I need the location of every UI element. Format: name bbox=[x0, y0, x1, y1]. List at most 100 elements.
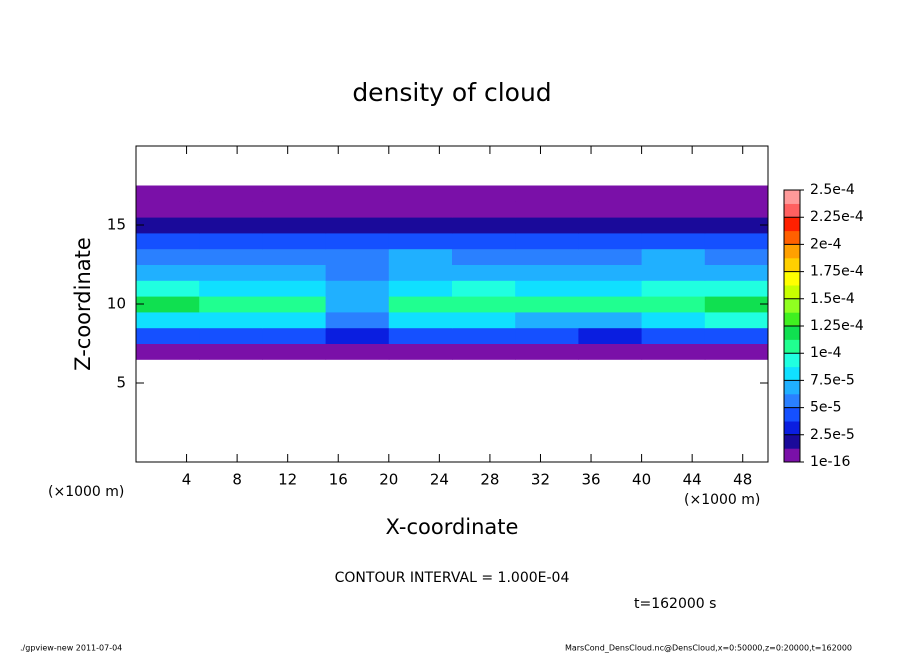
heatmap-cell bbox=[515, 343, 579, 360]
heatmap-cell bbox=[515, 327, 579, 344]
heatmap-cell bbox=[136, 248, 200, 265]
heatmap-cell bbox=[515, 296, 579, 313]
colorbar-band bbox=[784, 312, 800, 327]
heatmap-cell bbox=[262, 296, 327, 313]
heatmap-cell bbox=[578, 201, 643, 218]
heatmap-cell bbox=[262, 280, 327, 297]
y-axis-label: Z-coordinate bbox=[71, 237, 95, 371]
heatmap-cell bbox=[578, 232, 643, 250]
heatmap-cell bbox=[704, 185, 769, 202]
heatmap-cell bbox=[452, 296, 516, 313]
heatmap-cell bbox=[578, 185, 643, 202]
heatmap-cell bbox=[578, 248, 643, 265]
heatmap-cell bbox=[515, 201, 579, 218]
colorbar-label: 7.5e-5 bbox=[810, 372, 855, 388]
heatmap-cell bbox=[199, 217, 263, 234]
colorbar-band bbox=[784, 217, 800, 232]
colorbar-band bbox=[784, 407, 800, 422]
heatmap-cell bbox=[641, 232, 706, 250]
colorbar-label: 2.5e-4 bbox=[810, 182, 855, 198]
colorbar-band bbox=[784, 244, 800, 259]
heatmap-cell bbox=[262, 217, 327, 234]
heatmap-cell bbox=[515, 311, 579, 329]
heatmap-cell bbox=[388, 343, 453, 360]
heatmap-cell bbox=[388, 311, 453, 329]
colorbar-label: 1.75e-4 bbox=[810, 264, 864, 280]
heatmap-cell bbox=[199, 280, 263, 297]
colorbar-band bbox=[784, 285, 800, 300]
heatmap-cell bbox=[325, 343, 390, 360]
x-tick-label: 4 bbox=[182, 471, 192, 489]
heatmap-cell bbox=[452, 264, 516, 281]
heatmap-cell bbox=[199, 185, 263, 202]
heatmap-cell bbox=[452, 232, 516, 250]
heatmap-cell bbox=[325, 248, 390, 265]
y-tick-label: 10 bbox=[107, 295, 126, 313]
heatmap-cell bbox=[452, 201, 516, 218]
heatmap-cell bbox=[641, 296, 706, 313]
heatmap-cell bbox=[388, 185, 453, 202]
colorbar-band bbox=[784, 380, 800, 395]
heatmap-cell bbox=[136, 327, 200, 344]
heatmap-cell bbox=[262, 248, 327, 265]
heatmap-cell bbox=[704, 327, 769, 344]
x-tick-label: 44 bbox=[683, 471, 702, 489]
heatmap-cell bbox=[641, 264, 706, 281]
heatmap-cell bbox=[136, 343, 200, 360]
heatmap-cell bbox=[199, 232, 263, 250]
x-tick-label: 20 bbox=[379, 471, 398, 489]
heatmap-cell bbox=[578, 327, 643, 344]
colorbar-band bbox=[784, 190, 800, 204]
heatmap-cell bbox=[452, 280, 516, 297]
heatmap-cell bbox=[578, 296, 643, 313]
heatmap-cell bbox=[578, 280, 643, 297]
contour-note: CONTOUR INTERVAL = 1.000E-04 bbox=[335, 570, 570, 586]
x-tick-label: 12 bbox=[278, 471, 297, 489]
x-tick-label: 16 bbox=[329, 471, 348, 489]
heatmap-cell bbox=[641, 280, 706, 297]
colorbar-label: 1e-16 bbox=[810, 454, 850, 470]
heatmap-cell bbox=[704, 217, 769, 234]
heatmap-cell bbox=[578, 311, 643, 329]
x-tick-label: 36 bbox=[581, 471, 600, 489]
colorbar-band bbox=[784, 230, 800, 245]
heatmap-cell bbox=[199, 327, 263, 344]
heatmap-cell bbox=[388, 264, 453, 281]
heatmap-cell bbox=[136, 201, 200, 218]
colorbar-band bbox=[784, 366, 800, 381]
heatmap-cell bbox=[515, 185, 579, 202]
heatmap-cell bbox=[515, 217, 579, 234]
heatmap-cell bbox=[199, 264, 263, 281]
heatmap-cell bbox=[452, 343, 516, 360]
colorbar-label: 2.25e-4 bbox=[810, 209, 864, 225]
heatmap-cell bbox=[704, 280, 769, 297]
heatmap-cell bbox=[515, 264, 579, 281]
colorbar-band bbox=[784, 203, 800, 218]
colorbar-label: 1.25e-4 bbox=[810, 318, 864, 334]
x-tick-label: 8 bbox=[232, 471, 242, 489]
heatmap-cell bbox=[515, 248, 579, 265]
heatmap-cell bbox=[641, 201, 706, 218]
heatmap-cell bbox=[136, 311, 200, 329]
colorbar-band bbox=[784, 394, 800, 408]
colorbar-band bbox=[784, 271, 800, 286]
heatmap-cell bbox=[578, 343, 643, 360]
heatmap-cell bbox=[388, 201, 453, 218]
colorbar-band bbox=[784, 326, 800, 340]
footer-right: MarsCond_DensCloud.nc@DensCloud,x=0:5000… bbox=[565, 644, 852, 653]
heatmap-cell bbox=[325, 311, 390, 329]
heatmap-cell bbox=[515, 280, 579, 297]
heatmap-cell bbox=[262, 311, 327, 329]
x-tick-label: 48 bbox=[733, 471, 752, 489]
colorbar-band bbox=[784, 448, 800, 463]
heatmap-cell bbox=[136, 280, 200, 297]
heatmap-cell bbox=[388, 327, 453, 344]
heatmap-cell bbox=[452, 248, 516, 265]
heatmap-cell bbox=[262, 185, 327, 202]
heatmap-cell bbox=[704, 343, 769, 360]
heatmap-cell bbox=[136, 296, 200, 313]
heatmap-cell bbox=[641, 311, 706, 329]
x-tick-label: 28 bbox=[480, 471, 499, 489]
x-axis-label: X-coordinate bbox=[386, 515, 519, 539]
